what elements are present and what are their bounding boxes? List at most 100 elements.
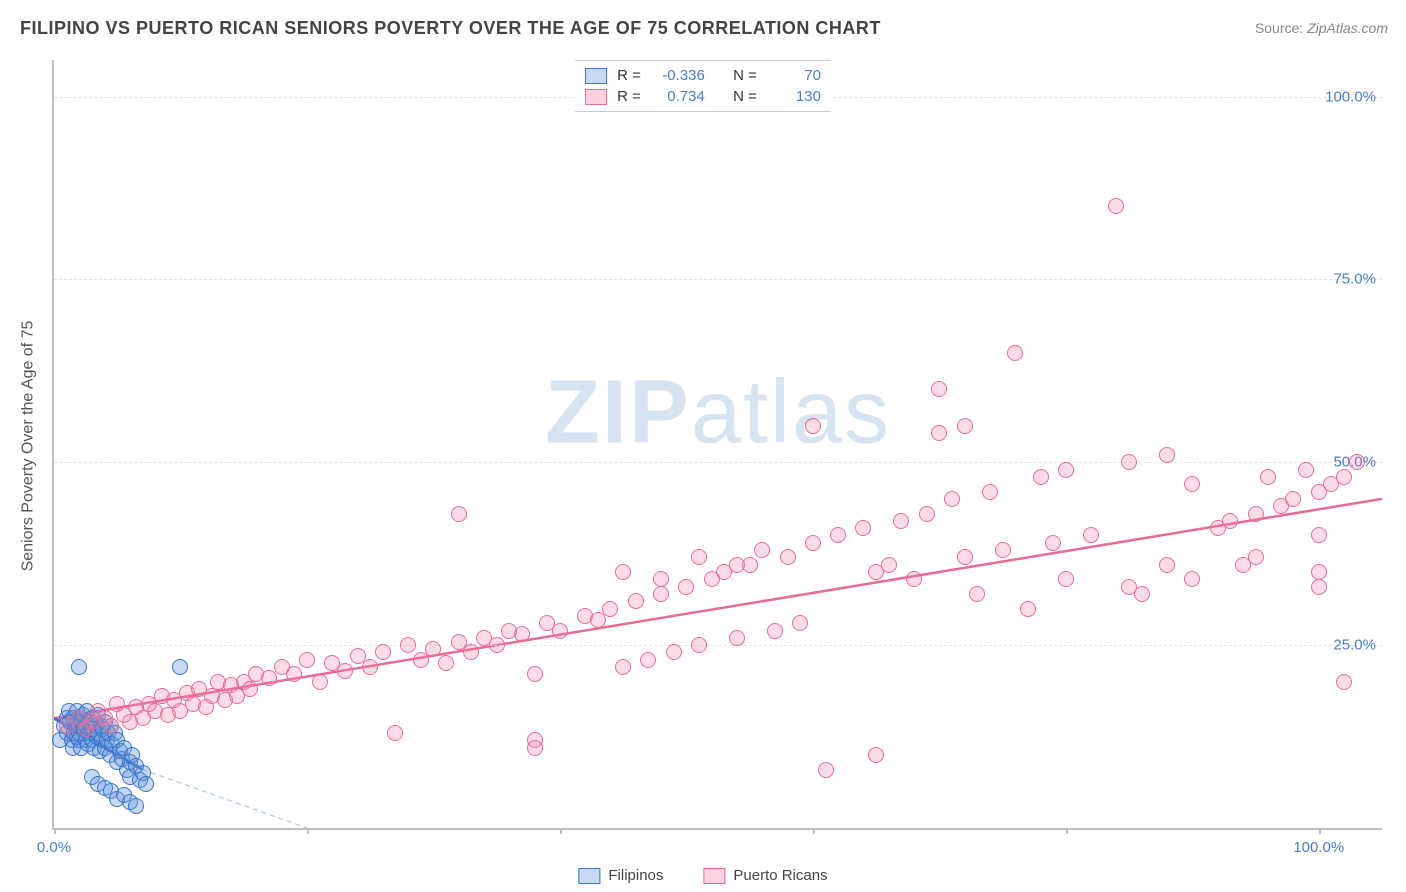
data-point (1311, 579, 1327, 595)
data-point (286, 666, 302, 682)
y-tick-label: 25.0% (1333, 637, 1376, 654)
data-point (931, 425, 947, 441)
source-attribution: Source: ZipAtlas.com (1255, 20, 1388, 36)
data-point (666, 644, 682, 660)
data-point (805, 535, 821, 551)
data-point (691, 637, 707, 653)
data-point (615, 564, 631, 580)
chart-title: FILIPINO VS PUERTO RICAN SENIORS POVERTY… (20, 18, 881, 39)
data-point (792, 615, 808, 631)
source-label: Source: (1255, 20, 1303, 36)
r-label: R = (617, 88, 641, 105)
data-point (1184, 476, 1200, 492)
data-point (1336, 674, 1352, 690)
data-point (653, 586, 669, 602)
legend-item: Filipinos (578, 867, 663, 884)
data-point (400, 637, 416, 653)
data-point (362, 659, 378, 675)
data-point (615, 659, 631, 675)
data-point (527, 740, 543, 756)
data-point (413, 652, 429, 668)
tick-x (560, 828, 562, 834)
data-point (299, 652, 315, 668)
data-point (1159, 557, 1175, 573)
data-point (1311, 564, 1327, 580)
trend-lines-layer (54, 60, 1382, 828)
data-point (995, 542, 1011, 558)
data-point (729, 630, 745, 646)
data-point (729, 557, 745, 573)
data-point (425, 641, 441, 657)
data-point (1336, 469, 1352, 485)
n-label: N = (733, 88, 757, 105)
data-point (1045, 535, 1061, 551)
data-point (1121, 579, 1137, 595)
data-point (628, 593, 644, 609)
data-point (1033, 469, 1049, 485)
data-point (1159, 447, 1175, 463)
data-point (931, 381, 947, 397)
data-point (438, 655, 454, 671)
tick-x (1066, 828, 1068, 834)
gridline-h (54, 462, 1382, 463)
data-point (906, 571, 922, 587)
data-point (463, 644, 479, 660)
data-point (1248, 506, 1264, 522)
data-point (387, 725, 403, 741)
data-point (138, 776, 154, 792)
data-point (678, 579, 694, 595)
n-label: N = (733, 67, 757, 84)
legend-label-0: Filipinos (608, 867, 663, 884)
data-point (754, 542, 770, 558)
legend-item: Puerto Ricans (703, 867, 827, 884)
data-point (969, 586, 985, 602)
source-value: ZipAtlas.com (1307, 20, 1388, 36)
correlation-legend: R = -0.336 N = 70 R = 0.734 N = 130 (575, 60, 831, 112)
data-point (767, 623, 783, 639)
gridline-h (54, 279, 1382, 280)
data-point (691, 549, 707, 565)
y-axis-label-wrap: Seniors Poverty Over the Age of 75 (8, 0, 48, 892)
data-point (1058, 462, 1074, 478)
x-tick-label: 0.0% (37, 839, 71, 856)
y-axis-label: Seniors Poverty Over the Age of 75 (19, 321, 37, 572)
data-point (1298, 462, 1314, 478)
r-value-1: 0.734 (651, 88, 705, 105)
data-point (261, 670, 277, 686)
data-point (1184, 571, 1200, 587)
trend-line (143, 769, 307, 828)
r-label: R = (617, 67, 641, 84)
watermark-light: atlas (691, 363, 891, 463)
data-point (1083, 527, 1099, 543)
x-tick-label: 100.0% (1293, 839, 1344, 856)
data-point (1248, 549, 1264, 565)
data-point (957, 418, 973, 434)
tick-x (813, 828, 815, 834)
data-point (1222, 513, 1238, 529)
data-point (172, 659, 188, 675)
scatter-plot-area: ZIPatlas 25.0%50.0%75.0%100.0%0.0%100.0% (52, 60, 1382, 830)
data-point (1058, 571, 1074, 587)
data-point (375, 644, 391, 660)
tick-x (307, 828, 309, 834)
r-value-0: -0.336 (651, 67, 705, 84)
data-point (337, 663, 353, 679)
data-point (830, 527, 846, 543)
data-point (451, 506, 467, 522)
data-point (71, 659, 87, 675)
data-point (1311, 527, 1327, 543)
data-point (868, 747, 884, 763)
data-point (957, 549, 973, 565)
data-point (489, 637, 505, 653)
data-point (818, 762, 834, 778)
y-tick-label: 100.0% (1325, 88, 1376, 105)
data-point (1108, 198, 1124, 214)
data-point (780, 549, 796, 565)
data-point (602, 601, 618, 617)
legend-label-1: Puerto Ricans (733, 867, 827, 884)
data-point (1020, 601, 1036, 617)
data-point (944, 491, 960, 507)
swatch-blue-icon (585, 68, 607, 84)
data-point (653, 571, 669, 587)
data-point (128, 798, 144, 814)
